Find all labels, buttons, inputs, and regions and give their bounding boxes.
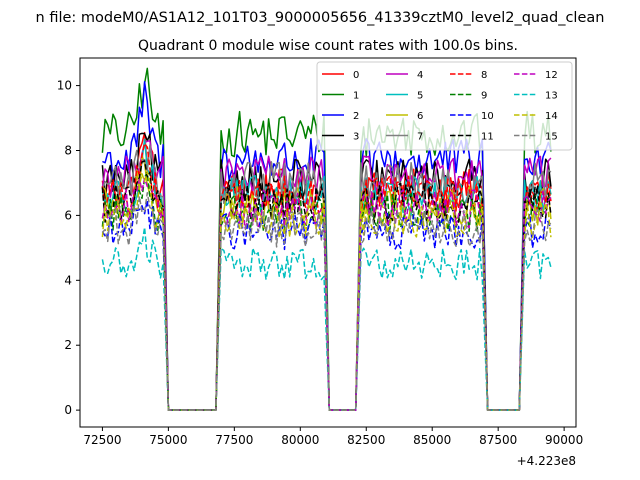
legend-label-15: 15 [545,132,558,143]
x-tick-label: 87500 [479,433,517,447]
legend-label-11: 11 [481,132,494,143]
x-axis: 72500 75000 77500 80000 82500 85000 87500 90000 [83,427,583,447]
chart-title: Quadrant 0 module wise count rates with … [138,38,518,54]
x-tick-label: 80000 [281,433,319,447]
legend-label-0: 0 [353,70,359,81]
y-tick-label: 8 [64,143,72,157]
y-tick-label: 2 [64,338,72,352]
y-axis: 0 2 4 6 8 10 [57,79,80,417]
x-tick-label: 75000 [149,433,187,447]
legend-box [316,61,573,151]
plot-area-frame [79,57,577,428]
y-tick-label: 10 [57,79,72,93]
legend-label-8: 8 [481,70,487,81]
x-tick-label: 90000 [545,433,583,447]
series-line-11 [101,160,552,411]
legend-label-4: 4 [417,70,423,81]
x-tick-label: 82500 [347,433,385,447]
legend-label-3: 3 [353,132,359,143]
legend-label-1: 1 [353,91,359,102]
legend-label-5: 5 [417,91,423,102]
legend-label-6: 6 [417,111,423,122]
x-tick-label: 77500 [215,433,253,447]
series-line-12 [101,177,552,411]
series-line-15 [101,192,552,411]
legend-label-2: 2 [353,111,359,122]
legend-label-7: 7 [417,132,423,143]
legend-label-9: 9 [481,91,487,102]
legend-label-10: 10 [481,111,494,122]
legend-label-12: 12 [545,70,558,81]
series-layer [101,67,552,411]
series-line-4 [101,139,552,411]
y-tick-label: 4 [64,273,72,287]
x-tick-label: 72500 [83,433,121,447]
series-line-9 [101,171,552,411]
legend-label-13: 13 [545,91,558,102]
y-tick-label: 6 [64,208,72,222]
x-axis-offset-label: +4.223e8 [517,454,576,468]
chart-suptitle: n file: modeM0/AS1A12_101T03_9000005656_… [36,10,605,26]
legend-label-14: 14 [545,111,558,122]
x-tick-label: 85000 [413,433,451,447]
series-line-13 [101,226,552,411]
y-tick-label: 0 [64,403,72,417]
